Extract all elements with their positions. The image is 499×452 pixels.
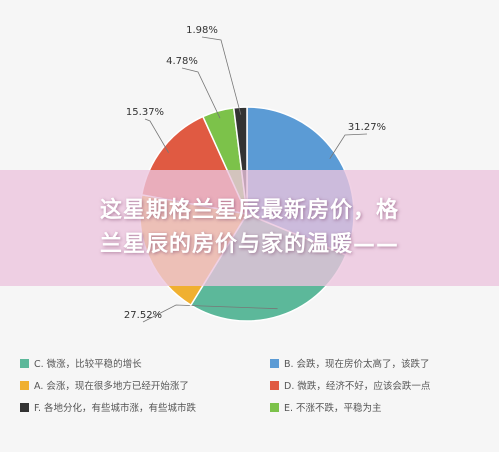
legend-swatch <box>270 402 279 412</box>
legend-swatch <box>20 380 29 390</box>
leader-line-f <box>201 36 242 115</box>
legend-label: E. 不涨不跌，平稳为主 <box>284 403 382 414</box>
legend-item: F. 各地分化，有些城市涨，有些城市跌 <box>20 400 270 414</box>
data-label-b: 31.27% <box>348 122 386 133</box>
legend-item: C. 微涨，比较平稳的增长 <box>20 356 270 370</box>
legend-item: E. 不涨不跌，平稳为主 <box>270 400 490 414</box>
legend-swatch <box>20 358 29 368</box>
legend-label: D. 微跌，经济不好，应该会跌一点 <box>284 381 431 392</box>
legend-label: B. 会跌，现在房价太高了，该跌了 <box>284 359 430 370</box>
leader-line-c <box>142 304 278 323</box>
legend-label: C. 微涨，比较平稳的增长 <box>34 359 142 370</box>
legend-label: A. 会涨，现在很多地方已经开始涨了 <box>34 381 189 392</box>
legend-item: B. 会跌，现在房价太高了，该跌了 <box>270 356 490 370</box>
data-label-f: 1.98% <box>186 25 218 36</box>
legend-item: D. 微跌，经济不好，应该会跌一点 <box>270 378 490 392</box>
data-label-e: 4.78% <box>166 56 198 67</box>
legend-swatch <box>270 380 279 390</box>
legend-swatch <box>20 402 29 412</box>
legend: C. 微涨，比较平稳的增长 B. 会跌，现在房价太高了，该跌了 A. 会涨，现在很多… <box>20 356 490 414</box>
legend-swatch <box>270 358 279 368</box>
banner-line-2: 兰星辰的房价与家的温暖—— <box>99 232 399 257</box>
title-banner: 这星期格兰星辰最新房价，格 兰星辰的房价与家的温暖—— <box>0 170 499 286</box>
leader-line-e <box>181 67 221 119</box>
legend-item: A. 会涨，现在很多地方已经开始涨了 <box>20 378 270 392</box>
legend-label: F. 各地分化，有些城市涨，有些城市跌 <box>34 403 196 414</box>
banner-line-1: 这星期格兰星辰最新房价，格 <box>99 198 399 223</box>
leader-line-d <box>144 118 169 153</box>
data-label-c: 27.52% <box>124 310 162 321</box>
data-label-d: 15.37% <box>126 107 164 118</box>
leader-line-b <box>329 133 368 159</box>
